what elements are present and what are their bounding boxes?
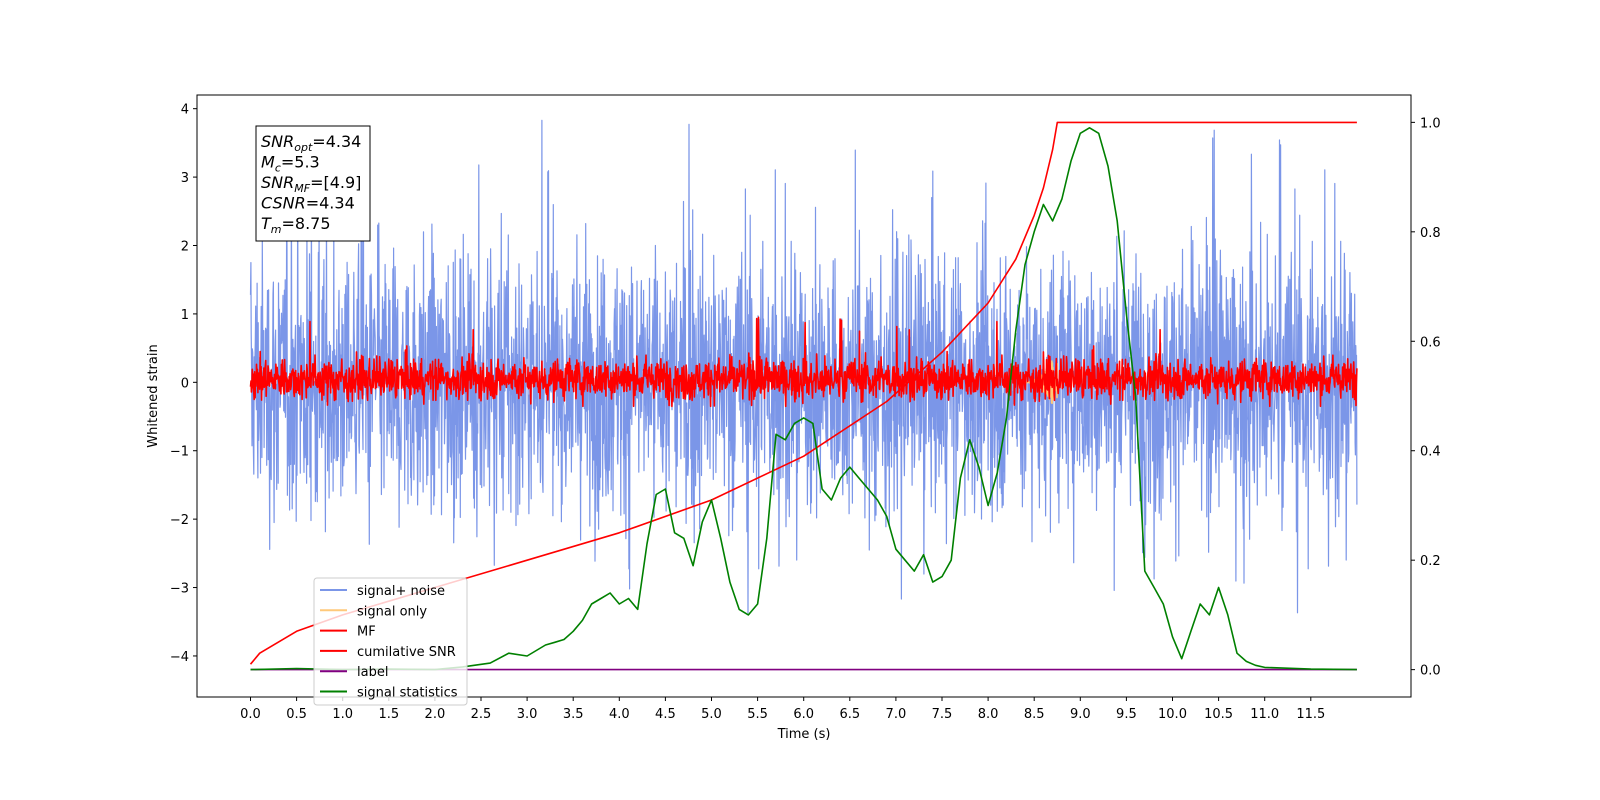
y-tick-label: −2 [170, 513, 189, 528]
x-tick-label: 6.5 [839, 707, 860, 722]
x-tick-label: 2.0 [425, 707, 446, 722]
x-tick-label: 1.5 [378, 707, 399, 722]
y2-tick-label: 0.6 [1420, 335, 1441, 350]
legend-label: label [357, 665, 388, 680]
x-tick-label: 7.5 [932, 707, 953, 722]
y-tick-label: 1 [181, 308, 189, 323]
x-tick-label: 5.5 [747, 707, 768, 722]
info-line: CSNR=4.34 [261, 194, 355, 213]
legend-label: signal statistics [357, 686, 458, 701]
x-tick-label: 10.5 [1204, 707, 1233, 722]
y-tick-label: 2 [181, 240, 189, 255]
y-axis-label: Whitened strain [146, 344, 161, 447]
info-line: SNRopt=4.34 [261, 132, 361, 154]
info-line: Mc=5.3 [261, 153, 320, 175]
x-tick-label: 3.0 [517, 707, 538, 722]
x-axis-label: Time (s) [777, 727, 831, 742]
x-tick-label: 8.0 [978, 707, 999, 722]
series-mf [249, 316, 1358, 408]
legend: signal+ noise signal only MF cumilative SNR… [313, 577, 468, 706]
y-tick-label: 0 [181, 376, 189, 391]
info-box-frame [255, 125, 371, 242]
info-line: SNRMF=[4.9] [261, 173, 361, 195]
y2-tick-label: 0.0 [1420, 664, 1441, 679]
series-signal-statistics [250, 127, 1357, 671]
x-tick-label: 11.0 [1250, 707, 1279, 722]
info-line: Tm=8.75 [261, 214, 331, 236]
y-tick-label: −1 [170, 445, 189, 460]
y2-tick-label: 1.0 [1420, 116, 1441, 131]
info-box: SNRopt=4.34Mc=5.3SNRMF=[4.9]CSNR=4.34Tm=… [255, 125, 371, 242]
legend-label: signal only [357, 604, 427, 619]
x-tick-label: 8.5 [1024, 707, 1045, 722]
x-tick-label: 7.0 [886, 707, 907, 722]
x-tick-label: 2.5 [471, 707, 492, 722]
y2-tick-label: 0.4 [1420, 445, 1441, 460]
x-tick-label: 0.5 [286, 707, 307, 722]
y-tick-label: 3 [181, 171, 189, 186]
x-tick-label: 11.5 [1296, 707, 1325, 722]
x-tick-label: 5.0 [701, 707, 722, 722]
x-tick-label: 3.5 [563, 707, 584, 722]
x-tick-label: 4.0 [609, 707, 630, 722]
x-axis-ticks: 0.0 0.5 1.0 1.5 2.0 2.5 3.0 3.5 4.0 4.5 5.0 5.5 6.0 6… [240, 697, 1325, 722]
y2-tick-label: 0.2 [1420, 554, 1441, 569]
legend-label: cumilative SNR [357, 645, 456, 660]
legend-label: MF [357, 625, 376, 640]
y2-axis-ticks: 1.0 0.8 0.6 0.4 0.2 0.0 [1411, 116, 1441, 679]
x-tick-label: 0.0 [240, 707, 261, 722]
y-tick-label: −3 [170, 582, 189, 597]
y-tick-label: −4 [170, 650, 189, 665]
legend-frame [313, 577, 468, 706]
x-tick-label: 6.0 [793, 707, 814, 722]
y-axis-ticks: 4 3 2 1 0 −1 −2 −3 −4 [170, 103, 197, 665]
x-tick-label: 10.0 [1158, 707, 1187, 722]
y2-tick-label: 0.8 [1420, 226, 1441, 241]
y-tick-label: 4 [181, 103, 189, 118]
x-tick-label: 9.5 [1116, 707, 1137, 722]
legend-label: signal+ noise [357, 584, 445, 599]
x-tick-label: 9.0 [1070, 707, 1091, 722]
x-tick-label: 4.5 [655, 707, 676, 722]
x-tick-label: 1.0 [332, 707, 353, 722]
